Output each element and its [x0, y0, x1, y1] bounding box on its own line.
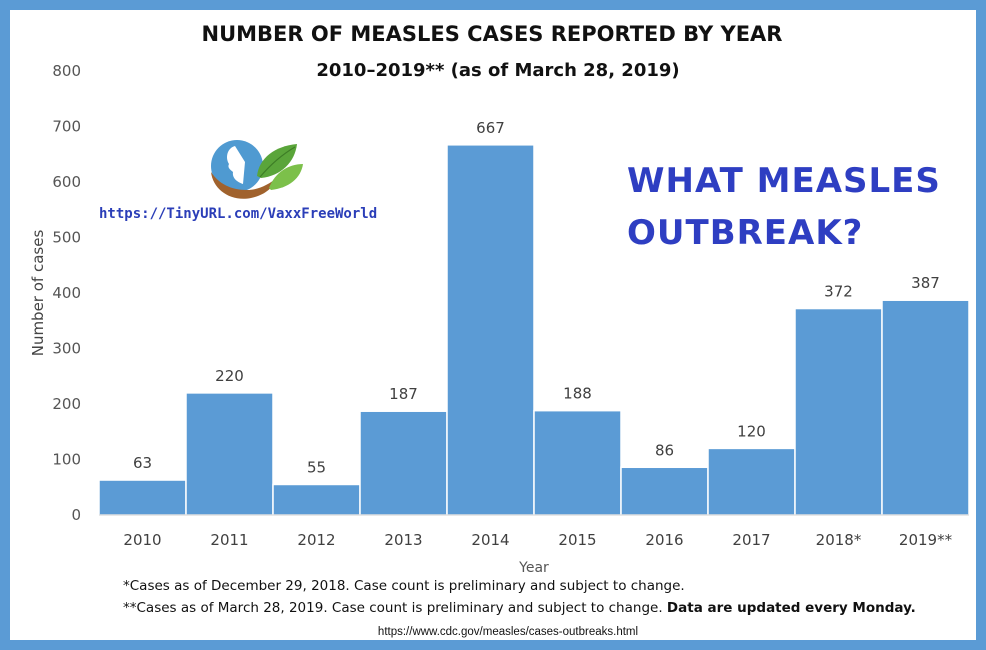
y-axis-label: Number of cases: [29, 230, 47, 357]
bar: [881, 299, 970, 516]
promo-text: WHAT MEASLES OUTBREAK?: [627, 155, 941, 259]
watermark-url: https://TinyURL.com/VaxxFreeWorld: [99, 206, 378, 222]
y-tick-label: 500: [52, 229, 81, 247]
x-tick-label: 2017: [732, 531, 770, 549]
x-tick-label: 2016: [645, 531, 683, 549]
data-label: 667: [476, 119, 505, 137]
y-tick-label: 200: [52, 395, 81, 413]
data-label: 220: [215, 367, 244, 385]
data-label: 188: [563, 385, 592, 403]
source-link[interactable]: https://www.cdc.gov/measles/cases-outbre…: [377, 626, 639, 638]
y-tick-label: 600: [52, 173, 81, 191]
data-label: 63: [133, 454, 152, 472]
promo-line-2: OUTBREAK?: [627, 213, 864, 253]
bar: [185, 392, 274, 516]
y-tick-label: 100: [52, 451, 81, 469]
bar: [794, 307, 883, 516]
bar: [446, 144, 535, 516]
data-label: 120: [737, 422, 766, 440]
x-tick-label: 2018*: [816, 531, 862, 549]
x-tick-label: 2015: [558, 531, 596, 549]
data-label: 86: [655, 441, 674, 459]
data-label: 55: [307, 458, 326, 476]
y-tick-label: 800: [52, 62, 81, 80]
x-tick-label: 2019**: [899, 531, 953, 549]
bar: [272, 483, 361, 516]
y-tick-label: 0: [71, 506, 81, 524]
chart-title: NUMBER OF MEASLES CASES REPORTED BY YEAR: [201, 22, 783, 46]
chart-subtitle: 2010–2019** (as of March 28, 2019): [316, 60, 680, 81]
x-tick-label: 2013: [384, 531, 422, 549]
x-tick-label: 2011: [210, 531, 248, 549]
data-label: 387: [911, 274, 940, 292]
data-label: 372: [824, 283, 853, 301]
bar: [98, 479, 187, 516]
bar: [359, 410, 448, 516]
y-tick-label: 700: [52, 118, 81, 136]
x-tick-label: 2014: [471, 531, 509, 549]
y-tick-label: 300: [52, 340, 81, 358]
footnote-2-bold: Data are updated every Monday.: [666, 600, 916, 616]
y-tick-label: 400: [52, 284, 81, 302]
footnote-1: *Cases as of December 29, 2018. Case cou…: [123, 578, 685, 594]
x-axis-label: Year: [518, 560, 549, 576]
bar: [620, 466, 709, 516]
data-label: 187: [389, 385, 418, 403]
x-tick-label: 2012: [297, 531, 335, 549]
bar: [533, 409, 622, 516]
promo-line-1: WHAT MEASLES: [627, 161, 941, 201]
logo-hands-face-leaves-icon: [211, 140, 303, 199]
x-tick-label: 2010: [123, 531, 161, 549]
bar: [707, 447, 796, 516]
footnote-2-text: **Cases as of March 28, 2019. Case count…: [123, 600, 663, 616]
footnote-2: **Cases as of March 28, 2019. Case count…: [123, 600, 916, 616]
